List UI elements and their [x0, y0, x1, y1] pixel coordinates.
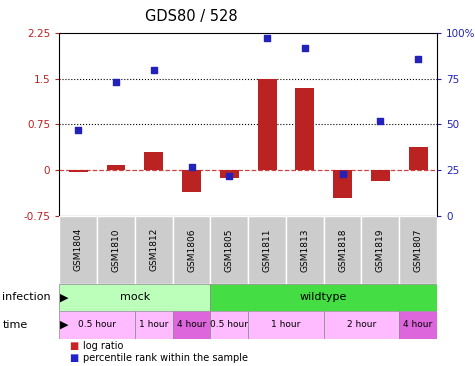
- Text: GSM1813: GSM1813: [300, 228, 309, 272]
- Text: ■: ■: [69, 353, 78, 363]
- Bar: [144, 152, 163, 170]
- Text: 1 hour: 1 hour: [139, 320, 169, 329]
- Text: ▶: ▶: [60, 292, 69, 302]
- Text: 1 hour: 1 hour: [271, 320, 301, 329]
- Text: mock: mock: [120, 292, 150, 302]
- Bar: [323, 216, 361, 284]
- Text: GSM1806: GSM1806: [187, 228, 196, 272]
- Text: 2 hour: 2 hour: [347, 320, 376, 329]
- Point: [263, 36, 271, 41]
- Text: 0.5 hour: 0.5 hour: [210, 320, 248, 329]
- Point: [75, 127, 82, 133]
- Point: [377, 118, 384, 124]
- Bar: [59, 311, 135, 339]
- Text: 4 hour: 4 hour: [177, 320, 206, 329]
- Point: [339, 171, 346, 177]
- Text: time: time: [2, 320, 28, 330]
- Bar: [135, 216, 173, 284]
- Bar: [295, 88, 314, 170]
- Text: GSM1818: GSM1818: [338, 228, 347, 272]
- Bar: [286, 216, 324, 284]
- Text: GSM1804: GSM1804: [74, 228, 83, 272]
- Bar: [135, 311, 173, 339]
- Text: ■: ■: [69, 341, 78, 351]
- Bar: [361, 216, 399, 284]
- Text: infection: infection: [2, 292, 51, 302]
- Bar: [257, 79, 276, 170]
- Point: [301, 45, 309, 51]
- Bar: [248, 311, 323, 339]
- Bar: [323, 311, 399, 339]
- Text: ▶: ▶: [60, 320, 69, 330]
- Bar: [210, 216, 248, 284]
- Bar: [399, 216, 437, 284]
- Bar: [399, 311, 437, 339]
- Text: GSM1819: GSM1819: [376, 228, 385, 272]
- Text: 0.5 hour: 0.5 hour: [78, 320, 116, 329]
- Bar: [371, 170, 390, 181]
- Bar: [59, 216, 97, 284]
- Point: [112, 79, 120, 85]
- Point: [150, 67, 158, 72]
- Text: GSM1807: GSM1807: [414, 228, 423, 272]
- Bar: [59, 284, 210, 311]
- Bar: [248, 216, 286, 284]
- Point: [188, 164, 195, 169]
- Bar: [173, 311, 210, 339]
- Bar: [333, 170, 352, 198]
- Bar: [220, 170, 239, 178]
- Text: 4 hour: 4 hour: [403, 320, 433, 329]
- Text: log ratio: log ratio: [83, 341, 124, 351]
- Bar: [69, 170, 88, 172]
- Bar: [173, 216, 210, 284]
- Bar: [97, 216, 135, 284]
- Text: GSM1812: GSM1812: [149, 228, 158, 272]
- Point: [414, 56, 422, 61]
- Text: wildtype: wildtype: [300, 292, 347, 302]
- Bar: [408, 147, 428, 170]
- Text: GSM1805: GSM1805: [225, 228, 234, 272]
- Text: percentile rank within the sample: percentile rank within the sample: [83, 353, 248, 363]
- Bar: [210, 311, 248, 339]
- Bar: [106, 165, 125, 170]
- Point: [226, 173, 233, 179]
- Text: GDS80 / 528: GDS80 / 528: [145, 9, 238, 24]
- Bar: [210, 284, 437, 311]
- Text: GSM1810: GSM1810: [112, 228, 121, 272]
- Text: GSM1811: GSM1811: [263, 228, 272, 272]
- Bar: [182, 170, 201, 191]
